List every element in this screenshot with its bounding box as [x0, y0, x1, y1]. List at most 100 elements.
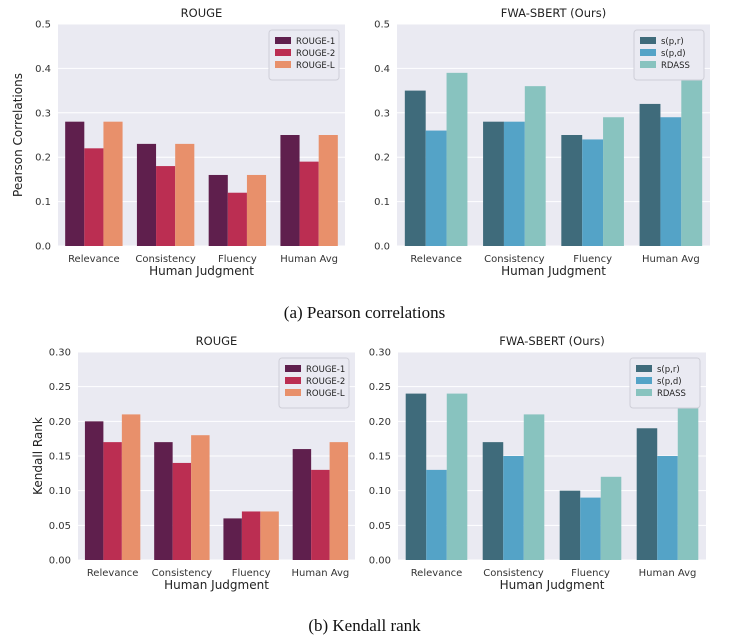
chart-panel-3: 0.00 0.05 0.10 0.15 0.20 0.25 0.30 Relevance Con… [31, 334, 355, 592]
x-axis-label: Human Judgment [149, 264, 254, 278]
bar [311, 469, 330, 560]
bar [482, 442, 504, 560]
bar [329, 442, 349, 560]
legend-swatch [636, 377, 652, 384]
bar [582, 139, 604, 246]
legend: ROUGE-1 ROUGE-2 ROUGE-L [268, 29, 340, 81]
bar [65, 121, 85, 246]
chart-title: ROUGE [196, 334, 238, 348]
legend-entry: s(p,r) [657, 365, 680, 375]
legend-swatch [636, 365, 652, 372]
x-tick-label: Fluency [218, 254, 257, 265]
bar [677, 407, 699, 560]
legend-swatch [640, 61, 656, 68]
bar [103, 121, 123, 246]
bar [446, 72, 468, 246]
y-tick-label: 0.3 [35, 108, 51, 119]
bar [241, 511, 261, 560]
y-tick-label: 0.5 [374, 20, 390, 31]
x-tick-label: Human Avg [642, 254, 700, 265]
y-tick-label: 0.2 [35, 153, 51, 164]
bar [246, 174, 267, 246]
x-tick-label: Human Avg [280, 254, 338, 265]
x-axis-label: Human Judgment [164, 578, 269, 592]
bar [154, 442, 173, 560]
legend-entry: s(p,d) [661, 49, 686, 59]
x-tick-label: Relevance [411, 568, 463, 579]
y-tick-label: 0.00 [369, 556, 391, 567]
bar [600, 476, 622, 560]
y-tick-label: 0.5 [35, 20, 51, 31]
y-tick-label: 0.10 [49, 486, 71, 497]
y-tick-label: 0.25 [49, 382, 71, 393]
y-tick-label: 0.0 [35, 242, 51, 253]
bar [503, 456, 524, 560]
x-tick-label: Human Avg [639, 568, 697, 579]
chart-title: FWA-SBERT (Ours) [499, 334, 604, 348]
bar [657, 456, 678, 560]
x-tick-label: Consistency [484, 254, 545, 265]
chart-panel-4: 0.00 0.05 0.10 0.15 0.20 0.25 0.30 Relevance Con… [369, 334, 706, 592]
x-axis-label: Human Judgment [500, 578, 605, 592]
bar [404, 90, 426, 246]
y-tick-label: 0.2 [374, 153, 390, 164]
y-tick-label: 0.00 [49, 556, 71, 567]
bar [425, 130, 447, 246]
x-tick-label: Fluency [232, 568, 271, 579]
caption-pearson: (a) Pearson correlations [283, 303, 446, 322]
legend-swatch [640, 37, 656, 44]
bar [524, 86, 546, 246]
bar [280, 135, 300, 246]
bar [318, 135, 338, 246]
legend-entry: ROUGE-L [306, 389, 345, 399]
bar [636, 428, 658, 560]
legend-swatch [636, 389, 652, 396]
bar [227, 192, 247, 246]
bar [561, 135, 583, 246]
legend-swatch [285, 389, 301, 396]
y-tick-label: 0.3 [374, 108, 390, 119]
y-tick-label: 0.15 [49, 452, 71, 463]
x-tick-label: Relevance [87, 568, 139, 579]
chart-title: FWA-SBERT (Ours) [501, 6, 606, 20]
x-tick-label: Fluency [573, 254, 612, 265]
x-axis-label: Human Judgment [501, 264, 606, 278]
bar [660, 117, 682, 247]
legend: s(p,r) s(p,d) RDASS [629, 357, 701, 409]
x-tick-label: Relevance [410, 254, 462, 265]
y-axis-label: Kendall Rank [31, 417, 45, 495]
legend-entry: ROUGE-L [296, 61, 335, 71]
bar [483, 121, 504, 246]
bar [426, 469, 447, 560]
y-tick-label: 0.4 [374, 64, 390, 75]
legend: ROUGE-1 ROUGE-2 ROUGE-L [278, 357, 350, 409]
chart-panel-2: 0.0 0.1 0.2 0.3 0.4 0.5 Relevance Consistency Fl… [374, 6, 710, 278]
y-tick-label: 0.15 [369, 452, 391, 463]
legend-entry: s(p,d) [657, 377, 682, 387]
legend-entry: ROUGE-1 [296, 37, 335, 47]
bar [84, 421, 104, 560]
y-tick-label: 0.1 [374, 197, 390, 208]
bar [639, 103, 661, 246]
y-tick-label: 0.20 [369, 417, 391, 428]
legend-entry: ROUGE-2 [306, 377, 345, 387]
bar [559, 490, 581, 560]
y-tick-label: 0.0 [374, 242, 390, 253]
y-tick-label: 0.05 [369, 521, 391, 532]
y-tick-label: 0.10 [369, 486, 391, 497]
y-tick-label: 0.30 [369, 348, 391, 359]
bar [136, 143, 157, 246]
legend: s(p,r) s(p,d) RDASS [633, 29, 705, 81]
y-tick-label: 0.30 [49, 348, 71, 359]
bar [580, 497, 601, 560]
legend-swatch [275, 37, 291, 44]
x-tick-label: Consistency [483, 568, 544, 579]
bar [223, 518, 242, 560]
y-tick-label: 0.4 [35, 64, 51, 75]
bar [103, 442, 122, 560]
chart-panel-1: 0.0 0.1 0.2 0.3 0.4 0.5 Relevance Consistency Fl… [11, 6, 345, 278]
y-tick-label: 0.25 [369, 382, 391, 393]
bar [299, 161, 319, 246]
bar [121, 414, 141, 560]
bar [603, 117, 624, 247]
